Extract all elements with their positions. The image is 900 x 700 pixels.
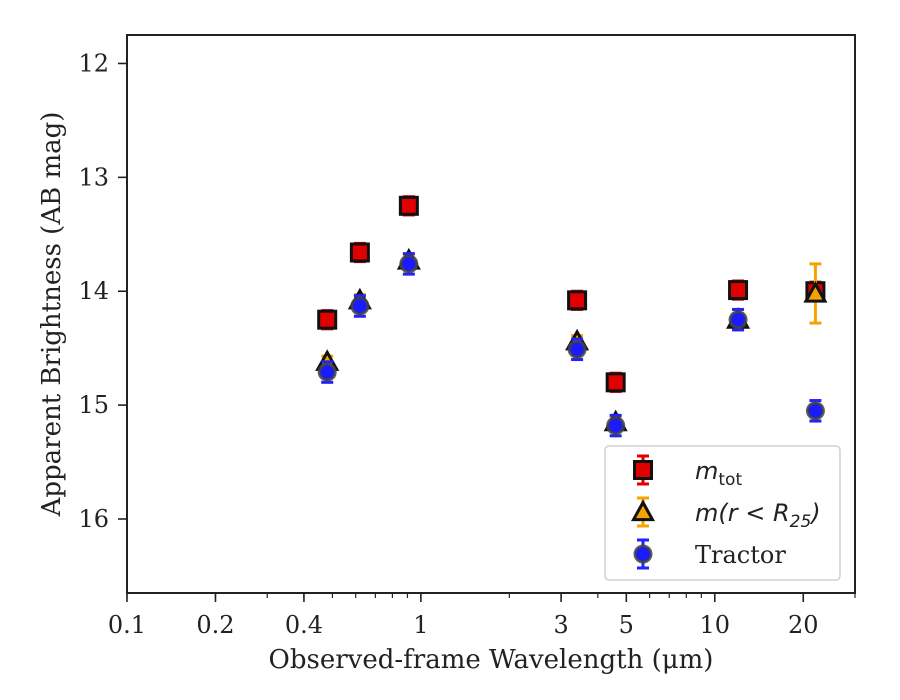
legend-label: mtot — [695, 457, 742, 490]
plot-frame — [126, 34, 856, 594]
marker-triangle — [630, 499, 656, 522]
marker-circle — [728, 310, 748, 330]
legend-box — [604, 445, 841, 581]
marker-circle — [633, 544, 653, 564]
series-circle — [317, 252, 825, 438]
y-tick-label: 14 — [78, 277, 109, 305]
y-tick-label: 13 — [78, 163, 109, 191]
marker-circle — [567, 339, 587, 359]
y-tick-label: 12 — [78, 49, 109, 77]
marker-square — [349, 242, 370, 263]
x-axis: 0.1 0.2 0.4 1 3 5 10 20 — [108, 593, 856, 639]
marker-square — [317, 309, 338, 330]
x-tick-label: 0.1 — [108, 611, 146, 639]
marker-circle — [317, 362, 337, 382]
x-tick-label: 20 — [788, 611, 819, 639]
marker-square — [633, 460, 653, 480]
x-tick-label: 1 — [413, 611, 428, 639]
marker-circle — [399, 254, 419, 274]
y-tick-label: 15 — [78, 391, 109, 419]
y-axis: 12 13 14 15 16 — [78, 49, 127, 533]
x-tick-label: 10 — [700, 611, 731, 639]
x-tick-label: 5 — [619, 611, 634, 639]
marker-square — [605, 372, 626, 393]
plot-content — [315, 195, 828, 438]
marker-triangle — [803, 280, 828, 303]
series-square — [317, 195, 826, 393]
legend-label: Tractor — [695, 541, 786, 569]
marker-circle — [606, 416, 626, 436]
marker-square — [398, 195, 419, 216]
x-tick-label: 0.4 — [285, 611, 323, 639]
marker-circle — [350, 296, 370, 316]
legend: mtot m(r < R25) Tractor — [604, 445, 841, 581]
marker-square — [567, 290, 588, 311]
x-axis-label: Observed-frame Wavelength (μm) — [269, 645, 714, 675]
x-tick-label: 0.2 — [196, 611, 234, 639]
x-tick-label: 3 — [553, 611, 568, 639]
marker-square — [728, 280, 749, 301]
y-tick-label: 16 — [78, 505, 109, 533]
y-axis-label: Apparent Brightness (AB mag) — [37, 112, 67, 518]
legend-label: m(r < R25) — [695, 499, 821, 532]
marker-circle — [805, 401, 825, 421]
